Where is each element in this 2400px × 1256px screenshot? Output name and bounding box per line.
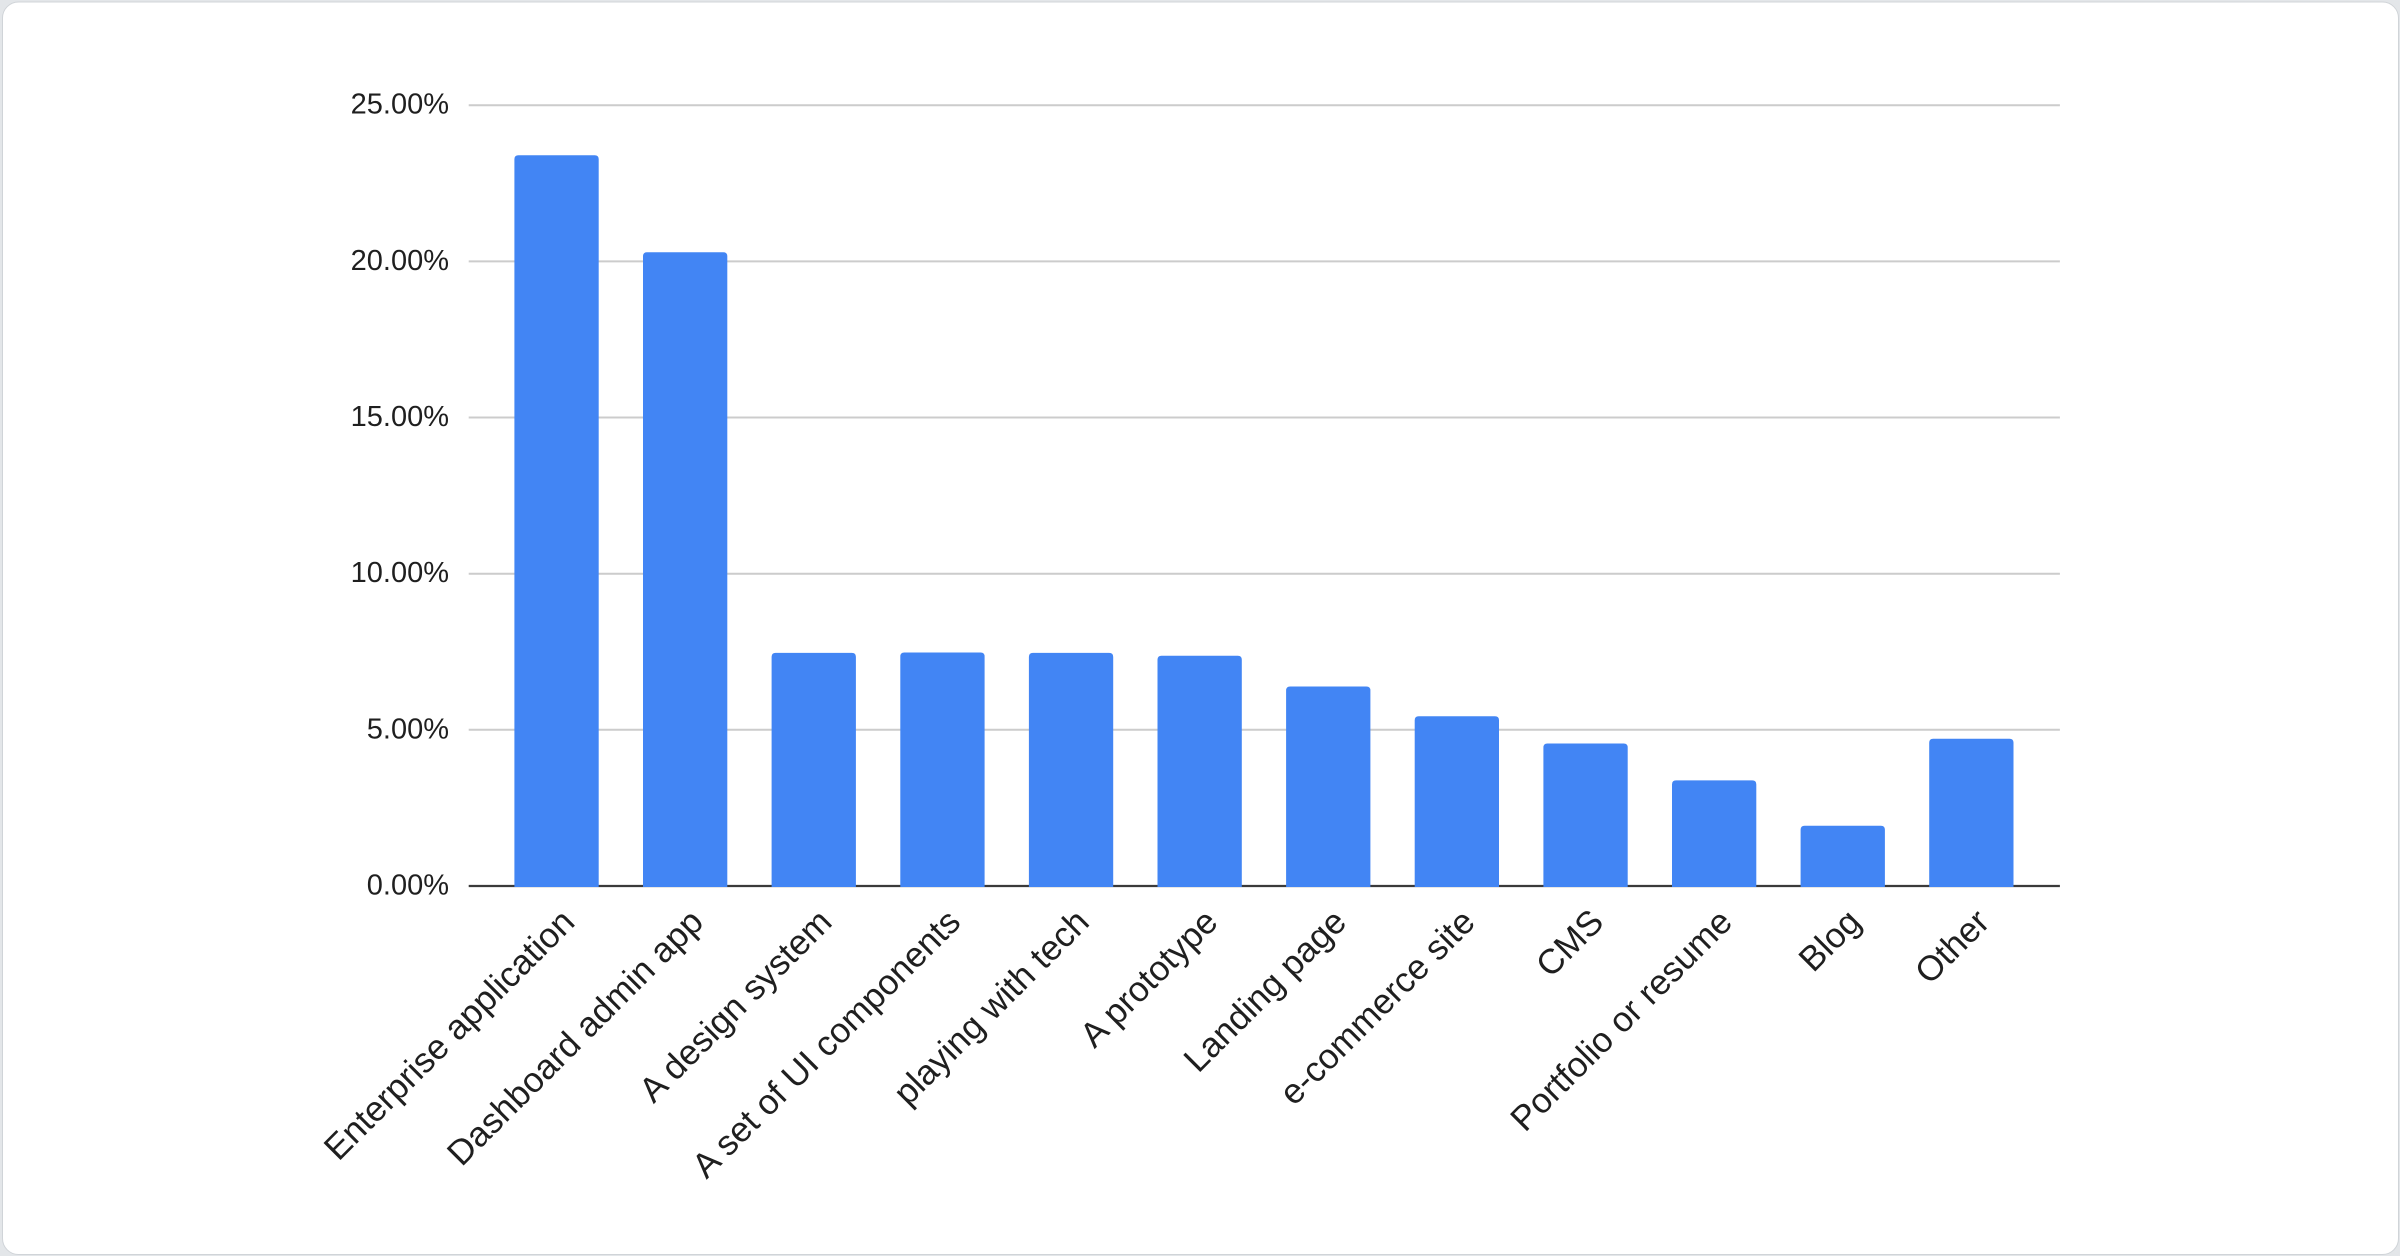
svg-text:15.00%: 15.00% [351,401,449,433]
svg-text:25.00%: 25.00% [351,89,449,121]
svg-text:0.00%: 0.00% [367,870,449,902]
svg-text:5.00%: 5.00% [367,713,449,745]
svg-text:20.00%: 20.00% [351,245,449,277]
svg-text:10.00%: 10.00% [351,557,449,589]
